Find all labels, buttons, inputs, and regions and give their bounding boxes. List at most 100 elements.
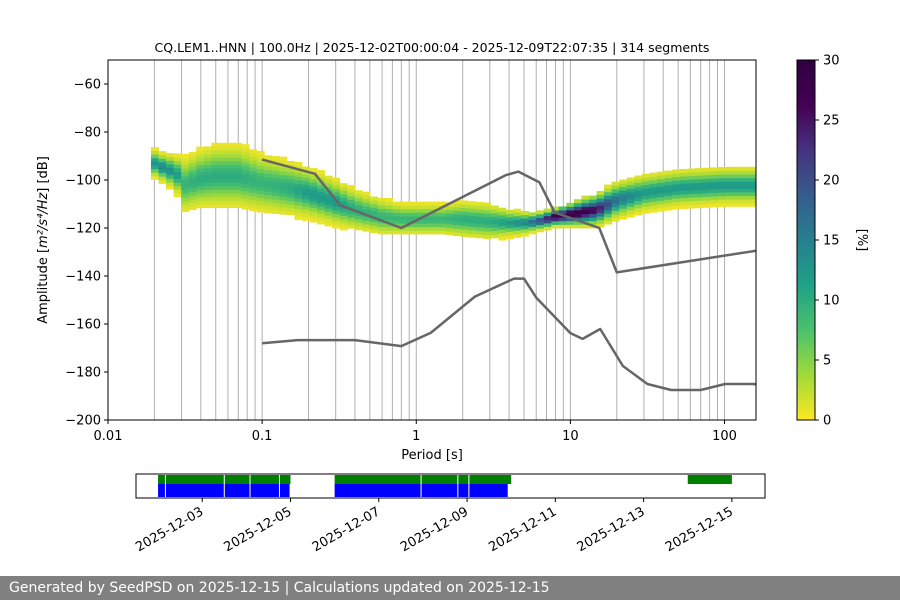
heatmap-cell	[362, 223, 371, 228]
heatmap-cell	[702, 174, 711, 179]
heatmap-cell	[604, 220, 613, 225]
heatmap-cell	[271, 163, 280, 168]
heatmap-cell	[362, 205, 371, 210]
heatmap-cell	[483, 220, 492, 225]
heatmap-cell	[241, 191, 250, 196]
heatmap-cell	[332, 220, 341, 225]
heatmap-cell	[362, 195, 371, 200]
heatmap-cell	[181, 179, 190, 184]
heatmap-cell	[702, 171, 711, 176]
heatmap-cell	[694, 196, 703, 201]
heatmap-cell	[309, 200, 318, 205]
heatmap-cell	[453, 217, 462, 222]
heatmap-cell	[211, 168, 220, 172]
heatmap-cell	[596, 198, 605, 203]
heatmap-cell	[226, 182, 235, 187]
heatmap-cell	[339, 222, 348, 227]
heatmap-cell	[211, 186, 220, 190]
heatmap-cell	[302, 177, 310, 182]
heatmap-cell	[211, 171, 220, 176]
y-axis-label-prefix: Amplitude [	[36, 248, 51, 324]
heatmap-cell	[188, 184, 197, 189]
heatmap-cell	[747, 184, 756, 189]
heatmap-cell	[468, 204, 477, 209]
heatmap-cell	[596, 219, 605, 224]
heatmap-cell	[241, 162, 250, 167]
heatmap-cell	[407, 230, 416, 235]
heatmap-cell	[203, 182, 212, 187]
heatmap-cell	[694, 168, 703, 173]
heatmap-cell	[211, 200, 220, 205]
heatmap-cell	[672, 169, 681, 174]
heatmap-cell	[747, 192, 756, 196]
heatmap-cell	[687, 172, 696, 177]
heatmap-cell	[694, 193, 703, 198]
heatmap-cell	[392, 216, 401, 220]
heatmap-cell	[173, 175, 182, 180]
heatmap-cell	[596, 194, 605, 199]
heatmap-cell	[694, 175, 703, 180]
heatmap-cell	[551, 220, 560, 225]
heatmap-cell	[566, 224, 575, 229]
heatmap-cell	[173, 157, 182, 162]
heatmap-cell	[732, 199, 741, 204]
heatmap-cell	[203, 157, 212, 162]
heatmap-cell	[309, 218, 318, 223]
heatmap-cell	[490, 227, 499, 232]
heatmap-cell	[347, 185, 356, 190]
heatmap-cell	[309, 214, 318, 219]
heatmap-cell	[641, 180, 650, 185]
heatmap-cell	[203, 168, 212, 172]
heatmap-cell	[453, 232, 462, 237]
heatmap-cell	[611, 196, 620, 201]
heatmap-cell	[468, 226, 477, 231]
heatmap-cell	[634, 175, 643, 180]
heatmap-cell	[218, 200, 227, 205]
heatmap-cell	[483, 206, 492, 211]
heatmap-cell	[694, 186, 703, 191]
heatmap-cell	[354, 226, 363, 231]
heatmap-cell	[445, 220, 454, 225]
heatmap-cell	[211, 193, 220, 198]
heatmap-cell	[181, 204, 190, 209]
heatmap-cell	[271, 173, 280, 178]
heatmap-cell	[226, 189, 235, 194]
heatmap-cell	[460, 204, 469, 209]
heatmap-cell	[604, 188, 613, 193]
heatmap-cell	[634, 179, 643, 184]
heatmap-cell	[324, 186, 333, 191]
heatmap-cell	[196, 196, 205, 201]
heatmap-cell	[377, 201, 386, 206]
heatmap-cell	[505, 209, 514, 214]
heatmap-cell	[347, 192, 356, 197]
heatmap-cell	[453, 210, 462, 215]
heatmap-cell	[740, 170, 749, 175]
heatmap-cell	[679, 168, 688, 173]
heatmap-cell	[234, 175, 242, 180]
heatmap-cell	[249, 163, 258, 168]
heatmap-cell	[468, 222, 477, 227]
heatmap-cell	[354, 197, 363, 202]
heatmap-cell	[294, 201, 303, 206]
heatmap-cell	[740, 184, 749, 189]
heatmap-cell	[732, 192, 741, 196]
heatmap-cell	[619, 186, 628, 191]
plot-frame	[107, 59, 757, 421]
heatmap-cell	[672, 173, 681, 178]
colorbar-tick-label: 20	[823, 174, 840, 189]
heatmap-cell	[196, 189, 205, 194]
heatmap-cell	[158, 169, 167, 174]
heatmap-cell	[317, 191, 326, 196]
heatmap-cell	[302, 184, 310, 189]
heatmap-cell	[619, 193, 628, 198]
heatmap-cell	[181, 193, 190, 198]
heatmap-cell	[536, 228, 545, 233]
heatmap-cell	[150, 165, 159, 170]
heatmap-cell	[385, 205, 394, 210]
heatmap-cell	[173, 182, 182, 187]
heatmap-cell	[709, 178, 718, 183]
heatmap-cell	[445, 231, 454, 236]
heatmap-cell	[302, 206, 310, 211]
heatmap-cell	[294, 187, 303, 192]
heatmap-cell	[218, 178, 227, 183]
